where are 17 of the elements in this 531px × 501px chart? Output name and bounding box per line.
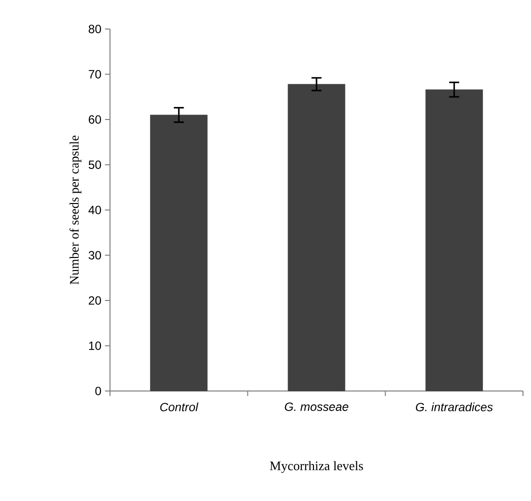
bar: [150, 114, 208, 392]
y-tick-label: 80: [88, 24, 102, 34]
x-tick-label: G. mosseae: [284, 402, 348, 411]
y-tick-label: 70: [88, 70, 102, 78]
x-tick-label: G. intraradices: [416, 402, 493, 412]
y-tick-label: 50: [88, 160, 102, 169]
y-tick-label: 30: [88, 251, 102, 260]
y-tick-label: 0: [95, 386, 102, 396]
bar: [425, 89, 483, 392]
y-axis-title: Number of seeds per capsule: [69, 136, 82, 284]
y-tick-label: 10: [89, 342, 102, 350]
bar: [288, 84, 346, 392]
y-tick-label: 20: [88, 296, 102, 305]
x-tick-label: Control: [160, 402, 198, 412]
x-axis-title: Mycorrhiza levels: [270, 461, 363, 473]
y-tick-label: 40: [88, 206, 102, 214]
y-tick-label: 60: [88, 115, 102, 124]
